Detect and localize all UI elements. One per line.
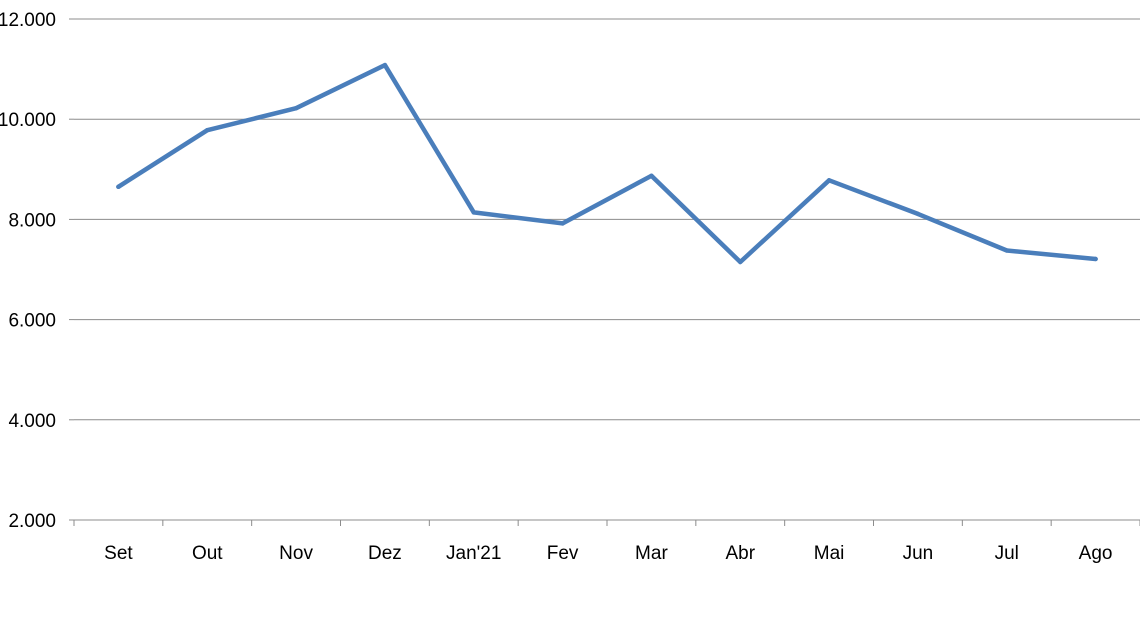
data-point [738,259,743,265]
data-point [205,128,210,133]
x-tick-label: Mar [635,543,668,564]
gridlines [74,18,1140,521]
series-layer [116,62,1098,265]
data-point [1004,248,1009,253]
data-point [293,105,299,111]
x-tick-label: Out [192,543,223,564]
y-tick-label: 2.000 [8,511,56,532]
data-point [471,210,476,215]
series-line [116,62,1098,265]
data-point [382,62,388,68]
x-tick-label: Jul [995,543,1019,564]
y-tick-label: 10.000 [0,110,56,131]
x-tick-label: Ago [1079,543,1113,564]
data-point [560,221,565,226]
data-point [826,178,832,183]
x-tick-label: Nov [279,543,313,564]
x-tick-label: Abr [725,543,755,564]
y-tick-label: 4.000 [8,411,56,432]
y-tick-label: 6.000 [8,311,56,332]
x-tick-label: Jun [903,543,934,564]
y-tick-label: 12.000 [0,10,56,31]
x-tick-label: Dez [368,543,402,564]
y-axis: 2.000 4.000 6.000 8.000 10.000 12.000 [0,10,74,532]
x-tick-label: Set [104,543,133,564]
data-point [1093,256,1098,262]
y-tick-label: 8.000 [8,210,56,231]
x-tick-label: Mai [814,543,845,564]
x-tick-label: Jan'21 [446,543,501,564]
x-tick-label: Fev [547,543,579,564]
data-point [116,184,121,190]
data-point [915,211,921,217]
data-point [649,173,654,179]
x-axis: Set Out Nov Dez Jan'21 Fev Mar Abr Mai Jun Jul Ago [73,519,1140,564]
